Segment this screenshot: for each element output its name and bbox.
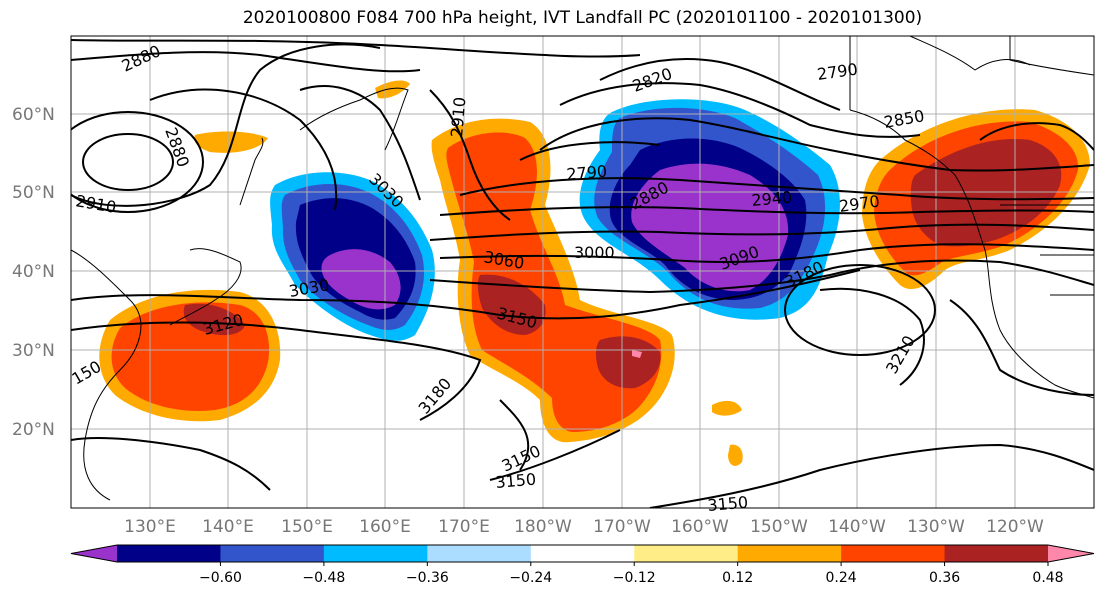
- lon-label: 150°E: [281, 517, 333, 537]
- colorbar-swatch: [117, 545, 221, 562]
- colorbar-outline: [70, 544, 1095, 563]
- lon-label: 130°E: [124, 517, 176, 537]
- colorbar-swatch: [737, 545, 842, 562]
- colorbar-tick-label: −0.36: [406, 570, 449, 586]
- lon-label: 170°W: [593, 517, 651, 537]
- longitude-labels: 130°E 140°E 150°E 160°E 170°E 180°W 170°…: [124, 517, 1044, 537]
- lat-label: 30°N: [12, 341, 55, 361]
- contour-label: 3000: [574, 243, 615, 262]
- map-frame: [70, 35, 1095, 509]
- lon-label: 140°W: [828, 517, 886, 537]
- colorbar-swatch: [634, 545, 739, 562]
- lon-label: 140°E: [202, 517, 254, 537]
- lon-label: 120°W: [986, 517, 1044, 537]
- colorbar-tick-label: 0.48: [1032, 570, 1063, 586]
- colorbar-tick-label: −0.24: [509, 570, 552, 586]
- lat-label: 60°N: [12, 105, 55, 125]
- lat-label: 40°N: [12, 262, 55, 282]
- colorbar-swatch: [530, 545, 635, 562]
- colorbar-swatch: [944, 545, 1049, 562]
- colorbar-tick-label: −0.48: [302, 570, 345, 586]
- map-title: 2020100800 F084 700 hPa height, IVT Land…: [242, 8, 923, 28]
- latitude-labels: 60°N 50°N 40°N 30°N 20°N: [12, 105, 55, 440]
- contour-label: 2790: [566, 162, 608, 184]
- contour-label: 2910: [447, 96, 469, 138]
- lon-label: 150°W: [750, 517, 808, 537]
- colorbar-swatch: [841, 545, 946, 562]
- coastlines: [71, 36, 1094, 501]
- colorbar: −0.60 −0.48 −0.36 −0.24 −0.12 0.12 0.24 0.36 0.4…: [70, 544, 1095, 586]
- lon-label: 160°E: [359, 517, 411, 537]
- height-contours: [71, 39, 1094, 508]
- lon-label: 130°W: [907, 517, 965, 537]
- lon-label: 170°E: [438, 517, 490, 537]
- colorbar-swatch: [220, 545, 325, 562]
- lat-label: 50°N: [12, 183, 55, 203]
- colorbar-tick-label: −0.60: [199, 570, 242, 586]
- colorbar-tick-label: 0.12: [722, 570, 753, 586]
- colorbar-swatch: [323, 545, 428, 562]
- lon-label: 180°W: [514, 517, 572, 537]
- lat-label: 20°N: [12, 420, 55, 440]
- lon-label: 160°W: [671, 517, 729, 537]
- colorbar-tick-label: −0.12: [613, 570, 656, 586]
- colorbar-extend-high: [1048, 545, 1094, 562]
- colorbar-tick-label: 0.36: [929, 570, 960, 586]
- colorbar-swatch: [427, 545, 532, 562]
- contour-label: 2940: [751, 188, 793, 210]
- colorbar-extend-low: [71, 545, 117, 562]
- colorbar-tick-label: 0.24: [826, 570, 857, 586]
- contour-label: 3150: [495, 470, 537, 492]
- contour-label: 3150: [707, 493, 749, 515]
